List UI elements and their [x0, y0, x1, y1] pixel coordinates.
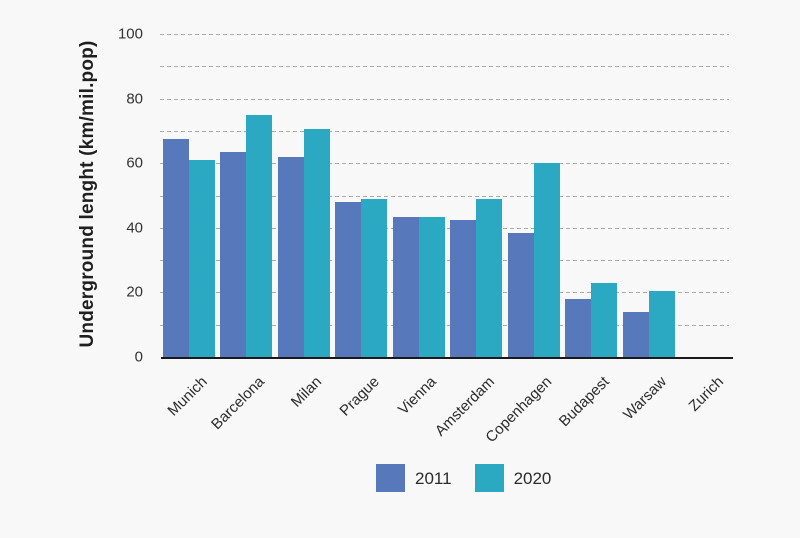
bar-milan-2011	[277, 156, 304, 357]
x-tick-label-prague: Prague	[336, 373, 383, 420]
x-tick-label-budapest: Budapest	[555, 373, 613, 431]
bars-container: Munich Barcelona Milan Prague Vienna Amsterda…	[162, 34, 733, 446]
bar-group-vienna: Vienna	[392, 34, 445, 418]
x-tick-label-munich: Munich	[164, 373, 211, 420]
bar-prague-2020	[361, 198, 388, 357]
legend-swatch-2020	[474, 464, 504, 492]
bar-group-prague: Prague	[335, 34, 388, 420]
gridline-70	[160, 130, 729, 132]
y-tick-label-80: 80	[126, 90, 143, 108]
bar-group-milan: Milan	[277, 34, 330, 411]
y-tick-label-20: 20	[126, 283, 143, 301]
bar-group-barcelona: Barcelona	[208, 34, 273, 433]
bar-group-zurich: Zurich	[680, 34, 732, 414]
legend-swatch-2011	[376, 464, 405, 492]
bar-group-warsaw: Warsaw	[620, 34, 675, 423]
x-tick-label-vienna: Vienna	[395, 373, 441, 419]
x-tick-label-warsaw: Warsaw	[619, 373, 670, 424]
bar-munich-2011	[163, 138, 189, 357]
bar-copenhagen-2011	[507, 232, 534, 357]
bar-budapest-2020	[591, 282, 618, 357]
y-tick-label-100: 100	[117, 25, 143, 43]
bar-munich-2020	[189, 159, 215, 357]
gridline-100	[160, 34, 729, 35]
bar-amsterdam-2020	[476, 198, 503, 357]
gridline-80	[160, 98, 729, 100]
bar-group-amsterdam: Amsterdam	[431, 34, 503, 440]
plot-area: 0 20 40 60 80 100 Munich Barcelona Milan Prague V…	[118, 27, 733, 446]
x-tick-label-barcelona: Barcelona	[207, 373, 268, 434]
gridline-50	[160, 195, 729, 197]
gridline-60	[160, 163, 729, 165]
bar-barcelona-2020	[246, 114, 273, 357]
x-axis-line	[161, 357, 733, 359]
bar-amsterdam-2011	[450, 219, 477, 357]
gridline-90	[160, 66, 729, 68]
x-tick-label-zurich: Zurich	[685, 373, 728, 415]
bar-group-copenhagen: Copenhagen	[482, 34, 560, 446]
bar-vienna-2011	[392, 216, 419, 357]
bar-copenhagen-2020	[533, 163, 560, 357]
legend-label-2020: 2020	[513, 468, 552, 488]
chart-legend: 2011 2020	[376, 464, 564, 492]
bar-barcelona-2011	[220, 151, 247, 357]
bar-budapest-2011	[565, 298, 592, 357]
y-tick-label-60: 60	[126, 154, 143, 172]
bar-vienna-2020	[418, 216, 445, 357]
bar-group-munich: Munich	[163, 34, 215, 420]
bar-prague-2011	[335, 201, 362, 357]
bar-warsaw-2020	[648, 290, 675, 357]
legend-label-2011: 2011	[415, 468, 452, 488]
y-tick-label-40: 40	[126, 219, 143, 237]
y-axis-title: Underground lenght (km/mil.pop)	[77, 40, 98, 348]
x-tick-label-milan: Milan	[287, 373, 326, 411]
y-tick-label-0: 0	[134, 348, 143, 366]
bar-group-budapest: Budapest	[556, 34, 618, 430]
bar-milan-2020	[303, 129, 330, 357]
bar-warsaw-2011	[622, 311, 649, 357]
